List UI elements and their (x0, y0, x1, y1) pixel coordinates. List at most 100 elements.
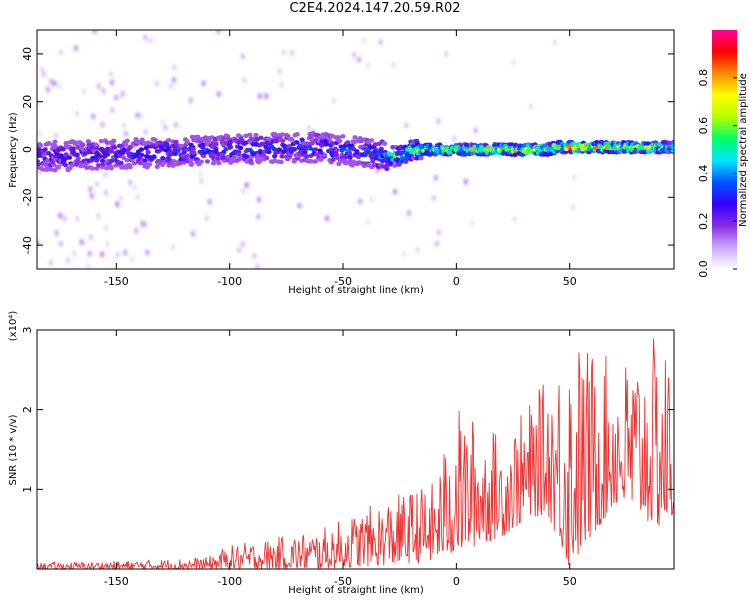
heatmap-cell (671, 144, 674, 149)
heatmap-cell (572, 174, 577, 181)
y-tick-label: 1 (21, 486, 34, 493)
heatmap-cell (145, 249, 150, 256)
snr-x-axis-label: Height of straight line (km) (288, 585, 424, 596)
colorbar-tick-label: 0.0 (697, 260, 710, 278)
spectrogram-x-axis-label: Height of straight line (km) (288, 285, 424, 296)
heatmap-cell (237, 145, 244, 151)
y-tick-label: 0 (21, 146, 34, 153)
heatmap-cell (215, 159, 221, 165)
heatmap-cell (55, 165, 62, 170)
heatmap-cell (216, 91, 221, 98)
heatmap-cell (37, 99, 40, 106)
spectrogram-ticks: -150 -100 -50 0 50 -40 -20 0 20 40 (21, 30, 674, 288)
heatmap-cell (528, 103, 533, 110)
x-tick-label: -100 (217, 275, 242, 288)
heatmap-cell (436, 118, 441, 125)
heatmap-cell (41, 152, 47, 158)
heatmap-cell (118, 160, 124, 166)
heatmap-cell (108, 71, 113, 78)
heatmap-cell (80, 142, 86, 148)
heatmap-cell (317, 148, 323, 153)
heatmap-cell (54, 230, 59, 237)
heatmap-cell (333, 152, 339, 157)
heatmap-cell (337, 158, 343, 163)
heatmap-cell (235, 152, 242, 157)
heatmap-cell (123, 139, 129, 145)
heatmap-cell (418, 155, 424, 161)
heatmap-cell (148, 37, 153, 44)
heatmap-cell (123, 249, 128, 256)
heatmap-cell (163, 124, 168, 131)
heatmap-cell (256, 196, 261, 203)
colorbar-tick-label: 0.6 (697, 117, 710, 135)
heatmap-cell (188, 97, 193, 104)
heatmap-cell (291, 146, 297, 152)
heatmap-cell (309, 137, 315, 142)
heatmap-cell (127, 164, 133, 170)
heatmap-cell (297, 202, 302, 209)
heatmap-cell (86, 263, 91, 269)
heatmap-cell (87, 250, 92, 257)
heatmap-cell (121, 147, 127, 153)
heatmap-cell (252, 252, 257, 259)
chart-title: C2E4.2024.147.20.59.R02 (289, 1, 461, 16)
heatmap-cell (74, 152, 80, 157)
heatmap-cell (204, 215, 209, 222)
heatmap-cell (201, 80, 206, 87)
heatmap-cell (240, 53, 245, 60)
heatmap-cell (372, 149, 378, 154)
heatmap-cell (96, 213, 101, 220)
heatmap-cell (277, 68, 282, 75)
heatmap-cell (345, 140, 351, 145)
heatmap-cell (216, 30, 221, 34)
heatmap-cell (191, 150, 197, 155)
heatmap-cell (66, 155, 72, 160)
heatmap-cell (89, 234, 94, 241)
heatmap-cell (115, 201, 120, 208)
heatmap-cell (138, 112, 143, 119)
heatmap-cell (433, 175, 438, 182)
heatmap-cell (37, 159, 41, 164)
heatmap-cell (54, 132, 59, 139)
heatmap-cell (354, 150, 360, 155)
heatmap-cell (231, 154, 237, 160)
heatmap-cell (352, 135, 358, 140)
heatmap-cell (365, 219, 370, 226)
heatmap-cell (129, 256, 134, 263)
heatmap-cell (52, 80, 57, 87)
heatmap-cell (128, 179, 133, 186)
heatmap-cell (52, 139, 58, 145)
heatmap-cell (241, 140, 248, 146)
heatmap-cell (101, 88, 106, 95)
heatmap-cell (362, 37, 367, 44)
heatmap-cell (176, 160, 183, 166)
colorbar-tick-label: 0.4 (697, 165, 710, 183)
heatmap-cell (188, 162, 195, 167)
heatmap-cell (118, 195, 123, 202)
heatmap-cell (114, 94, 119, 101)
heatmap-cell (290, 49, 295, 56)
heatmap-cell (191, 230, 196, 237)
heatmap-cell (79, 239, 84, 246)
spectrogram-y-axis-label: Frequency (Hz) (8, 112, 19, 188)
heatmap-cell (452, 135, 457, 142)
heatmap-cell (37, 130, 41, 137)
heatmap-cell (49, 78, 54, 85)
heatmap-cell (94, 146, 100, 151)
heatmap-cell (211, 152, 217, 158)
heatmap-cell (517, 143, 523, 148)
heatmap-cell (50, 159, 56, 165)
heatmap-cell (330, 141, 336, 146)
heatmap-cell (94, 181, 99, 188)
heatmap-cell (369, 138, 375, 143)
heatmap-cell (141, 140, 147, 146)
heatmap-cell (317, 157, 324, 162)
spectrogram-heatmap (37, 30, 674, 269)
heatmap-cell (160, 118, 165, 125)
colorbar-tick-label: 0.8 (697, 69, 710, 87)
heatmap-cell (103, 225, 108, 232)
heatmap-cell (57, 83, 62, 90)
heatmap-cell (131, 161, 138, 166)
heatmap-cell (69, 163, 75, 168)
heatmap-cell (58, 240, 63, 247)
